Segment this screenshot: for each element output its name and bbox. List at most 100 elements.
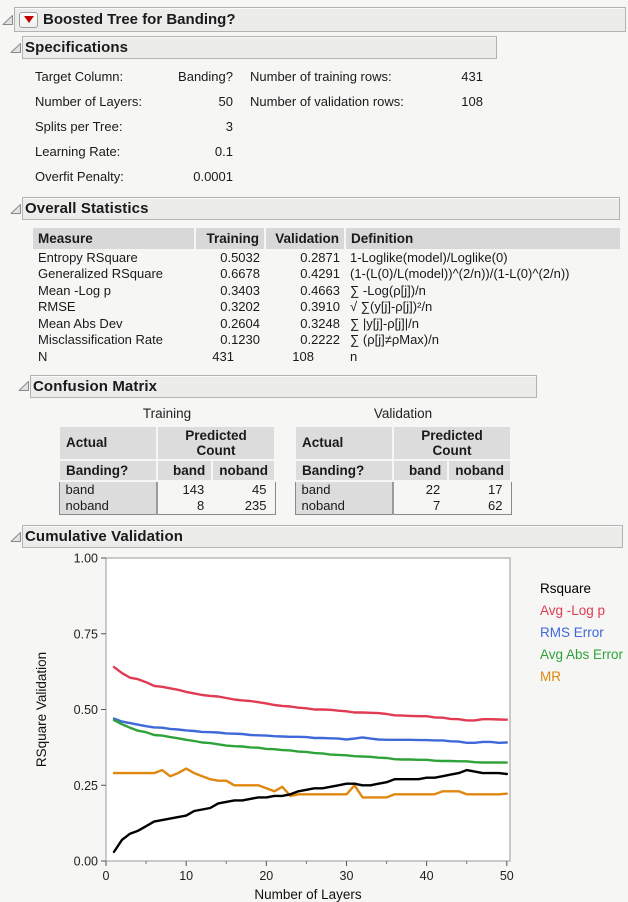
x-tick-label: 50: [500, 869, 514, 883]
statistics-cell: ∑ -Log(ρ[j])/n: [350, 282, 426, 298]
statistics-cell: (1-(L(0)/L(model))^(2/n))/(1-L(0)^(2/n)): [350, 266, 570, 282]
x-tick-label: 10: [179, 869, 193, 883]
series-line-mr: [112, 767, 508, 799]
spec-label: Splits per Tree:: [35, 119, 123, 134]
red-triangle-menu-button[interactable]: [19, 11, 38, 28]
statistics-cell: 108: [292, 348, 314, 364]
spec-value: 3: [225, 119, 233, 134]
statistics-cell: n: [350, 348, 358, 364]
specifications-panel: Target Column: Banding? Number of Layers: 5…: [0, 64, 628, 189]
y-tick-label: 1.00: [74, 552, 98, 566]
y-tick-label: 0.75: [74, 627, 98, 641]
x-tick-label: 0: [103, 869, 110, 883]
confusion-cell: 8: [197, 498, 205, 514]
confusion-cell: 235: [244, 498, 267, 514]
statistics-cell: 0.3202: [220, 299, 260, 315]
confusion-cell: Actual: [293, 424, 395, 461]
cumulative-validation-plot: 0.00 0.25 0.50 0.75 1.00 0 10 20 30 40 50 Number of…: [34, 552, 514, 902]
spec-label: Number of training rows:: [250, 69, 392, 84]
x-axis-label: Number of Layers: [254, 887, 362, 902]
statistics-row: Generalized RSquare 0.6678 0.4291 (1-(L(0)/…: [33, 266, 620, 283]
statistics-cell: √ ∑(y[j]-ρ[j])²/n: [350, 299, 433, 315]
confusion-cell: Banding?: [293, 458, 395, 482]
disclosure-triangle-icon[interactable]: [10, 203, 22, 215]
statistics-cell: Misclassification Rate: [38, 332, 163, 348]
statistics-cell: 0.4663: [300, 282, 340, 298]
spec-label: Number of Layers:: [35, 94, 142, 109]
statistics-cell: Mean -Log p: [38, 282, 111, 298]
cumulative-validation-title: Cumulative Validation: [25, 528, 183, 545]
statistics-cell: 0.1230: [220, 332, 260, 348]
spec-value: 0.0001: [193, 169, 233, 184]
legend-item-rsquare[interactable]: Rsquare: [540, 581, 592, 596]
statistics-cell: 431: [212, 348, 234, 364]
confusion-cell: band: [156, 458, 214, 482]
legend-item-avg-log-p[interactable]: Avg -Log p: [540, 603, 606, 618]
confusion-matrix-table: Actual Predicted Count Banding? band noband b…: [57, 424, 276, 515]
series-line-rsquare: [112, 768, 508, 854]
legend-item-rms-error[interactable]: RMS Error: [540, 625, 604, 640]
confusion-cell: 45: [212, 480, 275, 498]
statistics-cell: Generalized RSquare: [38, 266, 164, 282]
overall-statistics-table: Measure Training Validation Definition E…: [33, 228, 620, 365]
statistics-cell: 0.2222: [300, 332, 340, 348]
y-tick-label: 0.00: [74, 855, 98, 869]
spec-row: Splits per Tree: 3: [35, 114, 233, 139]
statistics-cell: ∑ (ρ[j]≠ρMax)/n: [350, 332, 439, 348]
overall-statistics-outline-row: Overall Statistics: [0, 197, 628, 220]
specifications-title: Specifications: [25, 39, 129, 56]
confusion-table-validation: Validation Actual Predicted Count Banding? b…: [293, 406, 512, 515]
chart-legend: Rsquare Avg -Log p RMS Error Avg Abs Error M…: [540, 578, 623, 902]
confusion-cell: band: [59, 480, 159, 498]
statistics-cell: Mean Abs Dev: [38, 315, 123, 331]
red-triangle-icon: [23, 16, 34, 23]
legend-item-avg-abs-error[interactable]: Avg Abs Error: [540, 647, 624, 662]
statistics-row: Mean Abs Dev 0.2604 0.3248 ∑ |y[j]-ρ[j]|/n: [33, 315, 620, 332]
statistics-row: Misclassification Rate 0.1230 0.2222 ∑ (ρ[j…: [33, 332, 620, 349]
disclosure-triangle-icon[interactable]: [10, 42, 22, 54]
spec-row: Number of validation rows: 108: [250, 89, 483, 114]
series-line-avg-log-p: [112, 665, 508, 722]
spec-label: Learning Rate:: [35, 144, 121, 159]
statistics-cell: ∑ |y[j]-ρ[j]|/n: [350, 315, 419, 331]
statistics-cell: Entropy RSquare: [38, 249, 138, 265]
y-tick-label: 0.25: [74, 779, 98, 793]
confusion-matrix-header-bar: Confusion Matrix: [30, 374, 537, 398]
disclosure-triangle-icon[interactable]: [10, 531, 22, 543]
series-line-avg-abs-error: [112, 718, 508, 764]
confusion-cell: Banding?: [57, 458, 159, 482]
y-tick-label: 0.50: [74, 703, 98, 717]
statistics-cell: 0.3403: [220, 282, 260, 298]
confusion-cell: 62: [488, 498, 503, 514]
statistics-row: Mean -Log p 0.3403 0.4663 ∑ -Log(ρ[j])/n: [33, 282, 620, 299]
spec-value: 431: [461, 69, 483, 84]
cumulative-validation-header-bar: Cumulative Validation: [22, 525, 623, 548]
confusion-table-training: Training Actual Predicted Count Banding? ban…: [57, 405, 276, 515]
confusion-cell: 22: [393, 480, 449, 498]
spec-value: Banding?: [178, 69, 233, 84]
confusion-cell: noband: [59, 497, 159, 515]
statistics-cell: 0.3248: [300, 315, 340, 331]
spec-label: Target Column:: [35, 69, 124, 84]
confusion-cell: band: [295, 480, 395, 498]
statistics-header-row: Measure Training Validation Definition: [33, 228, 620, 249]
confusion-table-caption: Training: [142, 405, 192, 421]
statistics-cell: 0.2604: [220, 315, 260, 331]
spec-row: Number of Layers: 50: [35, 89, 233, 114]
confusion-cell: Predicted Count: [392, 424, 512, 461]
overall-statistics-header-bar: Overall Statistics: [22, 197, 620, 220]
disclosure-triangle-icon[interactable]: [18, 380, 30, 392]
confusion-cell: noband: [211, 458, 276, 482]
disclosure-triangle-icon[interactable]: [2, 14, 14, 26]
statistics-cell: N: [38, 348, 48, 364]
specifications-header-bar: Specifications: [22, 36, 497, 59]
confusion-cell: Predicted Count: [156, 424, 276, 461]
column-header-measure: Measure: [33, 228, 196, 249]
spec-value: 108: [461, 94, 483, 109]
confusion-matrix-table: Actual Predicted Count Banding? band noband b…: [293, 424, 512, 515]
legend-item-mr[interactable]: MR: [540, 669, 561, 684]
confusion-cell: 7: [433, 498, 441, 514]
specifications-outline-row: Specifications: [0, 36, 628, 59]
confusion-cell: band: [392, 458, 450, 482]
